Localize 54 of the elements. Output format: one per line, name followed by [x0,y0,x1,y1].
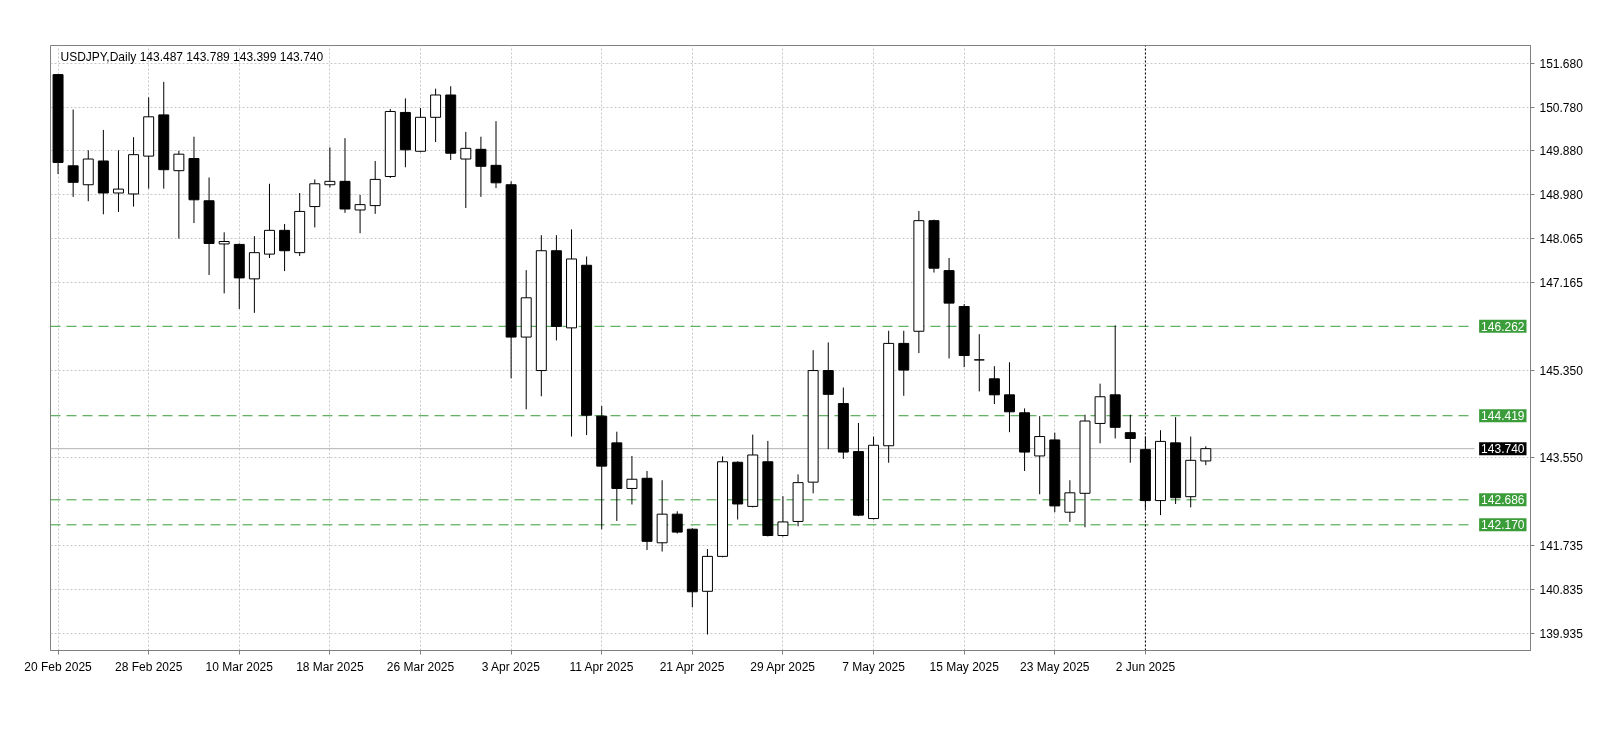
candlestick [264,183,275,259]
x-tick-label: 21 Apr 2025 [659,659,725,674]
candlestick [1034,415,1046,495]
y-tick-label: 149.880 [1539,144,1584,159]
x-tick-label: 28 Feb 2025 [114,659,183,674]
candlestick [822,341,834,450]
chart-title: USDJPY,Daily 143.487 143.789 143.399 143.740 [60,49,324,64]
x-tick-label: 20 Feb 2025 [24,659,93,674]
y-tick-label: 150.780 [1539,100,1584,115]
candlestick [112,149,124,213]
candlestick [309,178,321,228]
candlestick [279,223,291,272]
candlestick [988,365,1000,405]
x-tick-label: 7 May 2025 [842,659,906,674]
ref-line-label: 142.170 [1481,518,1525,533]
candlestick [1124,414,1136,464]
candlestick [354,194,366,234]
candlestick [218,231,230,294]
y-tick-label: 148.065 [1539,232,1584,247]
x-tick-label: 23 May 2025 [1020,659,1090,674]
candlestick [173,150,185,240]
candlestick [490,120,502,189]
ref-line-label: 144.419 [1481,409,1525,424]
x-tick-label: 2 Jun 2025 [1115,659,1176,674]
candlestick [626,455,638,505]
x-tick-label: 10 Mar 2025 [205,659,274,674]
candlestick [973,333,985,392]
y-tick-label: 151.680 [1539,56,1584,71]
candlestick [475,136,487,198]
y-tick-label: 145.350 [1539,364,1584,379]
ref-line-label: 143.740 [1481,442,1525,457]
x-tick-label: 3 Apr 2025 [481,659,541,674]
x-tick-label: 29 Apr 2025 [750,659,816,674]
y-tick-label: 141.735 [1539,539,1584,554]
candlestick [671,510,683,535]
x-tick-label: 11 Apr 2025 [569,659,634,674]
candlestick [460,131,472,209]
y-tick-label: 148.980 [1539,187,1584,202]
ref-line-label: 146.262 [1481,319,1525,334]
candlestick [430,88,442,143]
y-tick-label: 147.165 [1539,276,1584,290]
candlestick [67,109,79,198]
x-tick-label: 15 May 2025 [929,659,1000,674]
candlestick [1200,445,1212,466]
candlestick [1064,479,1076,523]
x-tick-label: 26 Mar 2025 [386,659,455,674]
candlestick [1004,361,1015,433]
candlestick [324,146,336,189]
ref-line-label: 142.686 [1481,493,1525,508]
y-tick-label: 140.835 [1539,583,1584,598]
x-tick-label: 18 Mar 2025 [296,659,364,674]
y-tick-label: 143.550 [1539,451,1584,466]
candlestick [777,495,789,537]
y-tick-label: 139.935 [1539,626,1584,641]
